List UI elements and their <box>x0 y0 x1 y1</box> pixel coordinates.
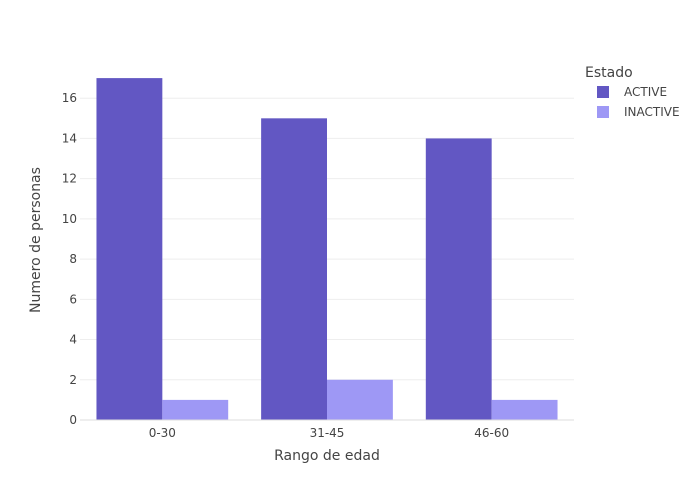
y-axis-title: Numero de personas <box>28 167 44 313</box>
legend-swatch-active <box>597 86 609 98</box>
x-tick-label: 0-30 <box>149 426 176 440</box>
y-tick-label: 14 <box>62 131 77 145</box>
x-tick-label: 46-60 <box>474 426 509 440</box>
x-tick-labels: 0-30 31-45 46-60 <box>149 426 509 440</box>
y-tick-label: 0 <box>69 413 77 427</box>
x-axis-title: Rango de edad <box>274 448 380 464</box>
legend: Estado ACTIVE INACTIVE <box>585 65 680 119</box>
y-tick-label: 12 <box>62 172 77 186</box>
bar-inactive-46-60 <box>491 399 558 420</box>
y-tick-label: 4 <box>69 333 77 347</box>
bar-inactive-0-30 <box>162 399 229 420</box>
bars <box>96 78 558 420</box>
bar-active-31-45 <box>261 118 327 420</box>
bar-active-46-60 <box>425 138 492 420</box>
legend-swatch-inactive <box>597 106 609 118</box>
y-tick-label: 8 <box>69 252 77 266</box>
y-tick-label: 2 <box>69 373 77 387</box>
y-tick-labels: 0 2 4 6 8 10 12 14 16 <box>62 91 77 427</box>
x-tick-label: 31-45 <box>310 426 345 440</box>
legend-label-inactive: INACTIVE <box>624 105 680 119</box>
y-tick-label: 16 <box>62 91 77 105</box>
y-tick-label: 6 <box>69 292 77 306</box>
bar-active-0-30 <box>96 78 163 420</box>
y-tick-label: 10 <box>62 212 77 226</box>
legend-label-active: ACTIVE <box>624 85 667 99</box>
legend-title: Estado <box>585 65 633 81</box>
bar-inactive-31-45 <box>327 379 393 420</box>
